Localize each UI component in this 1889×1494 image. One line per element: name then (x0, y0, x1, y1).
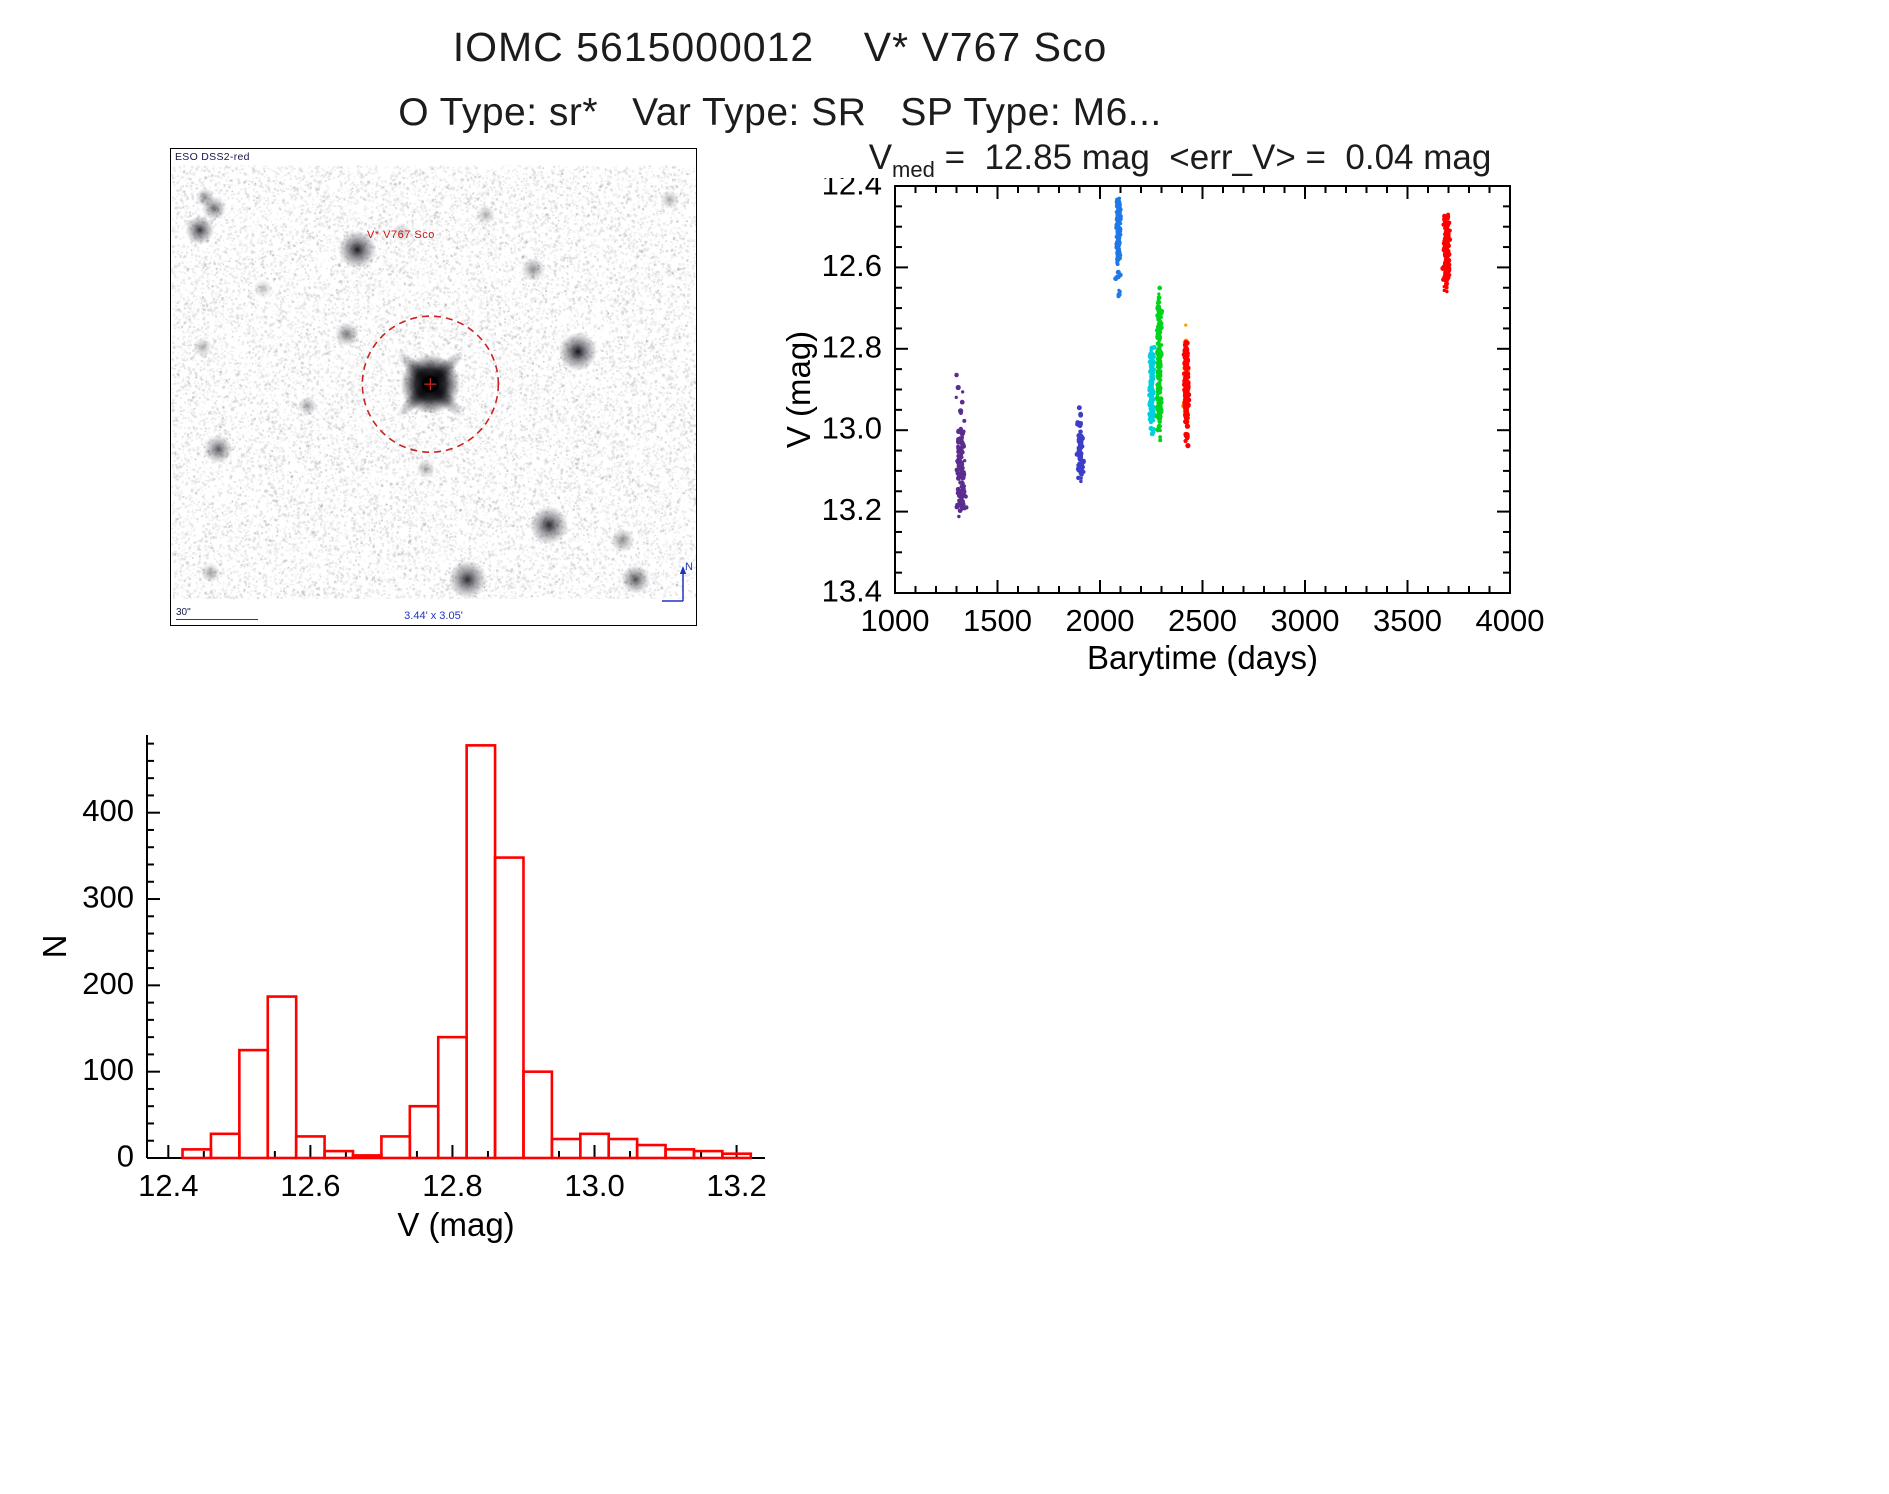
compass-icon: N (662, 561, 693, 602)
compass-north-label: N (685, 561, 693, 573)
target-name-label: V* V767 Sco (367, 229, 435, 241)
page-subtitle: O Type: sr* Var Type: SR SP Type: M6... (398, 91, 1162, 134)
scale-bar-line (176, 619, 258, 620)
fov-label: 3.44' x 3.05' (404, 610, 463, 622)
lightcurve-plot (780, 178, 1550, 698)
scale-label: 30" (176, 607, 191, 618)
page-title: IOMC 5615000012 V* V767 Sco (452, 24, 1108, 70)
lightcurve-title: Vmed = 12.85 mag <err_V> = 0.04 mag (800, 138, 1560, 183)
histogram-plot (40, 700, 820, 1260)
compass-arrowhead (679, 566, 687, 574)
finder-chart: ESO DSS2-red V* V767 Sco 30" 3.44' x 3.0… (170, 148, 697, 626)
lightcurve-panel (780, 178, 1550, 703)
vmed-symbol: V (868, 138, 893, 177)
survey-label: ESO DSS2-red (175, 151, 250, 163)
histogram-panel (40, 700, 820, 1265)
header: IOMC 5615000012 V* V767 Sco O Type: sr* … (0, 24, 1560, 135)
starfield-image (171, 165, 696, 599)
vmed-value-text: = 12.85 mag <err_V> = 0.04 mag (934, 138, 1492, 177)
scale-bar: 30" (176, 607, 258, 620)
vmed-subscript: med (892, 157, 935, 182)
